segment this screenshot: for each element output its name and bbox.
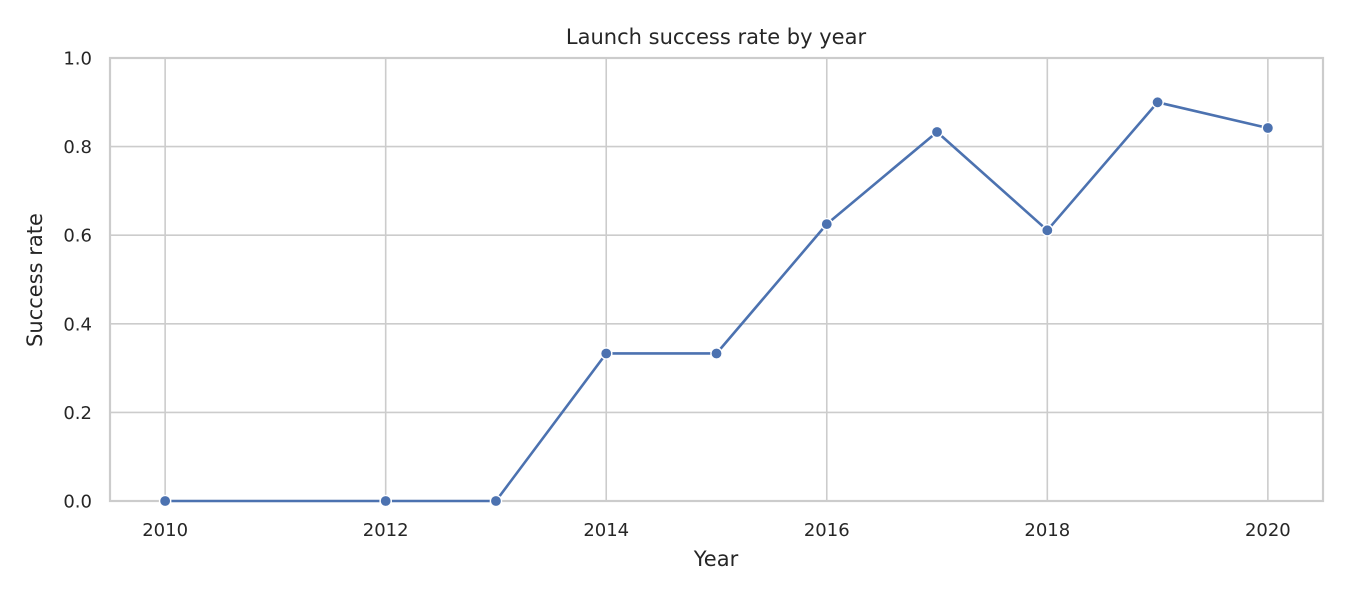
- x-tick-label: 2010: [142, 520, 188, 541]
- data-point-2016: [820, 217, 834, 231]
- series-line: [163, 101, 1270, 503]
- data-point-2018: [1041, 224, 1054, 237]
- data-point-2019: [1151, 96, 1164, 109]
- data-point-2013: [489, 494, 503, 508]
- x-tick-label: 2012: [363, 520, 409, 541]
- tick-label-layer: 2010 2012 2014 2016 2018 2020 0.0 0.2 0.4 0.6 0.8 1…: [63, 49, 1290, 542]
- x-tick-label: 2020: [1245, 520, 1291, 541]
- data-point-2014: [599, 347, 613, 360]
- x-tick-label: 2016: [804, 520, 850, 541]
- y-tick-label: 1.0: [63, 49, 92, 70]
- y-tick-label: 0.2: [63, 403, 92, 424]
- x-axis-label: Year: [693, 547, 739, 571]
- y-tick-label: 0.8: [63, 137, 92, 158]
- plot-frame: [108, 56, 1325, 503]
- data-point-2010: [158, 494, 172, 508]
- y-tick-label: 0.0: [63, 492, 92, 513]
- data-point-2020: [1261, 121, 1275, 135]
- y-tick-label: 0.6: [63, 226, 92, 247]
- series-layer: [158, 96, 1275, 508]
- data-point-2015: [710, 347, 723, 360]
- chart-title: Launch success rate by year: [566, 25, 867, 49]
- data-point-2017: [930, 125, 944, 139]
- y-axis-label: Success rate: [23, 213, 47, 347]
- data-point-2012: [379, 494, 392, 508]
- x-tick-label: 2018: [1024, 520, 1070, 541]
- y-tick-label: 0.4: [63, 314, 92, 335]
- x-tick-label: 2014: [583, 520, 629, 541]
